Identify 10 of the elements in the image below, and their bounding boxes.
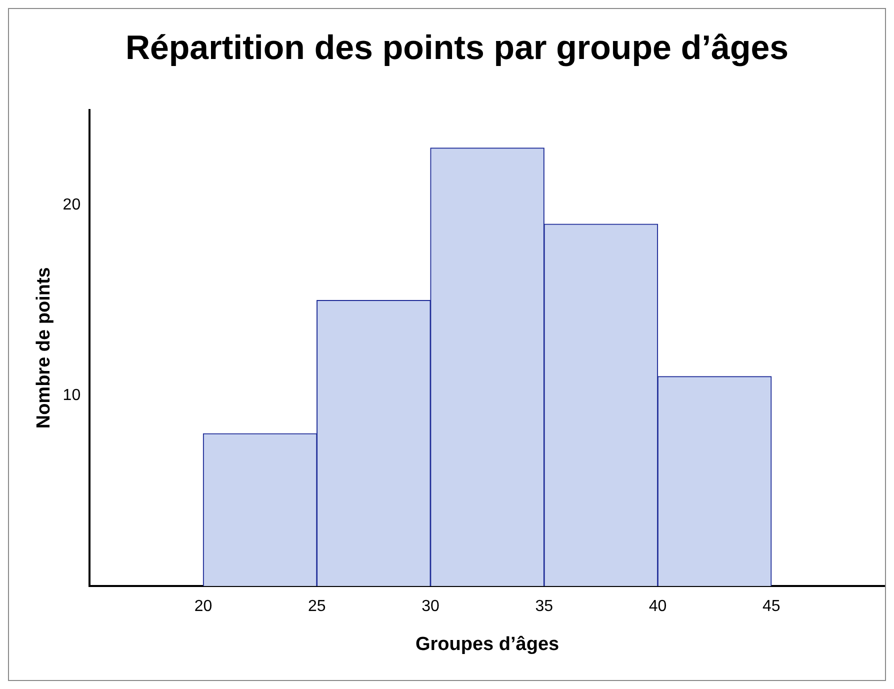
y-axis-title: Nombre de points <box>34 267 55 429</box>
x-tick-label: 25 <box>308 598 326 616</box>
chart-title: Répartition des points par groupe d’âges <box>125 28 789 67</box>
x-tick-label: 45 <box>762 598 780 616</box>
x-tick-label: 35 <box>535 598 554 616</box>
x-tick-label: 20 <box>194 598 212 616</box>
x-axis-title: Groupes d’âges <box>415 634 560 655</box>
x-tick-label: 40 <box>648 598 667 616</box>
x-tick-label: 30 <box>422 598 440 616</box>
y-tick-label: 10 <box>62 386 81 404</box>
